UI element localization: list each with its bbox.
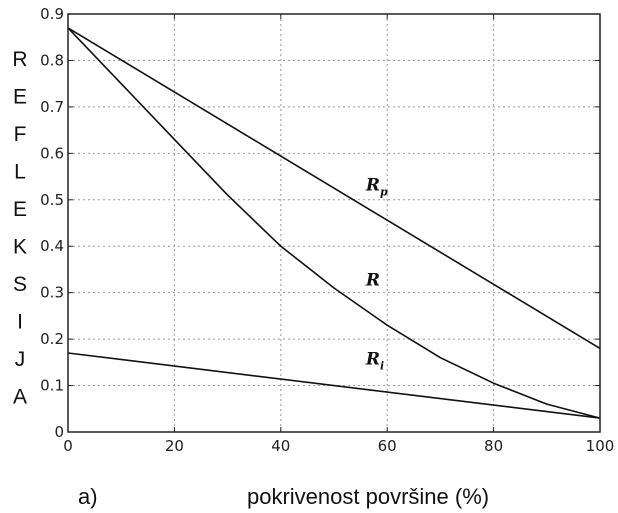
y-axis-label-letter: I [17, 311, 23, 334]
series-line-0 [67, 27, 601, 350]
y-tick-label: 0.3 [40, 284, 64, 302]
y-tick-label: 0.9 [40, 5, 64, 23]
series-line-2 [67, 352, 601, 419]
y-axis-label-letter: A [13, 386, 27, 409]
y-axis-label-letter: R [12, 48, 27, 71]
series-label-0: Rp [365, 175, 388, 198]
y-tick-label: 0.5 [40, 191, 64, 209]
y-axis-label-letter: J [15, 348, 26, 371]
x-tick-label: 20 [165, 437, 184, 455]
plot-frame-fill [68, 14, 600, 432]
y-axis-label-letter: F [14, 123, 27, 146]
y-tick-label: 0.8 [40, 51, 64, 69]
series-group [67, 27, 601, 419]
y-tick-label: 0.1 [40, 377, 64, 395]
series-label-2: Ri [365, 350, 384, 373]
plot-frame [67, 13, 601, 433]
y-tick-label: 0.4 [40, 237, 64, 255]
series-labels: Rp R Ri [365, 175, 388, 372]
x-axis-label: pokrivenost površine (%) [247, 484, 489, 509]
y-axis-label-letter: L [14, 161, 26, 184]
series-label-1: R [365, 271, 380, 291]
x-tick-label: 40 [271, 437, 290, 455]
panel-label: a) [78, 484, 98, 509]
tick-labels: 0 20 40 60 80 100 0 0.1 0.2 0.3 0.4 0.5 0.6 0.7 0.8 0.9 [40, 5, 614, 455]
y-axis-label-letter: E [13, 86, 27, 109]
y-axis-label-letter: E [13, 198, 27, 221]
x-tick-label: 100 [586, 437, 615, 455]
y-tick-label: 0.6 [40, 144, 64, 162]
y-axis-label-letter: S [13, 273, 27, 296]
x-tick-label: 60 [378, 437, 397, 455]
y-tick-label: 0.7 [40, 98, 64, 116]
y-tick-label: 0.2 [40, 330, 64, 348]
series-line-1 [67, 27, 601, 419]
y-axis-label-letter: K [13, 236, 27, 259]
y-tick-label: 0 [54, 423, 64, 441]
x-tick-label: 0 [63, 437, 73, 455]
x-tick-label: 80 [484, 437, 503, 455]
